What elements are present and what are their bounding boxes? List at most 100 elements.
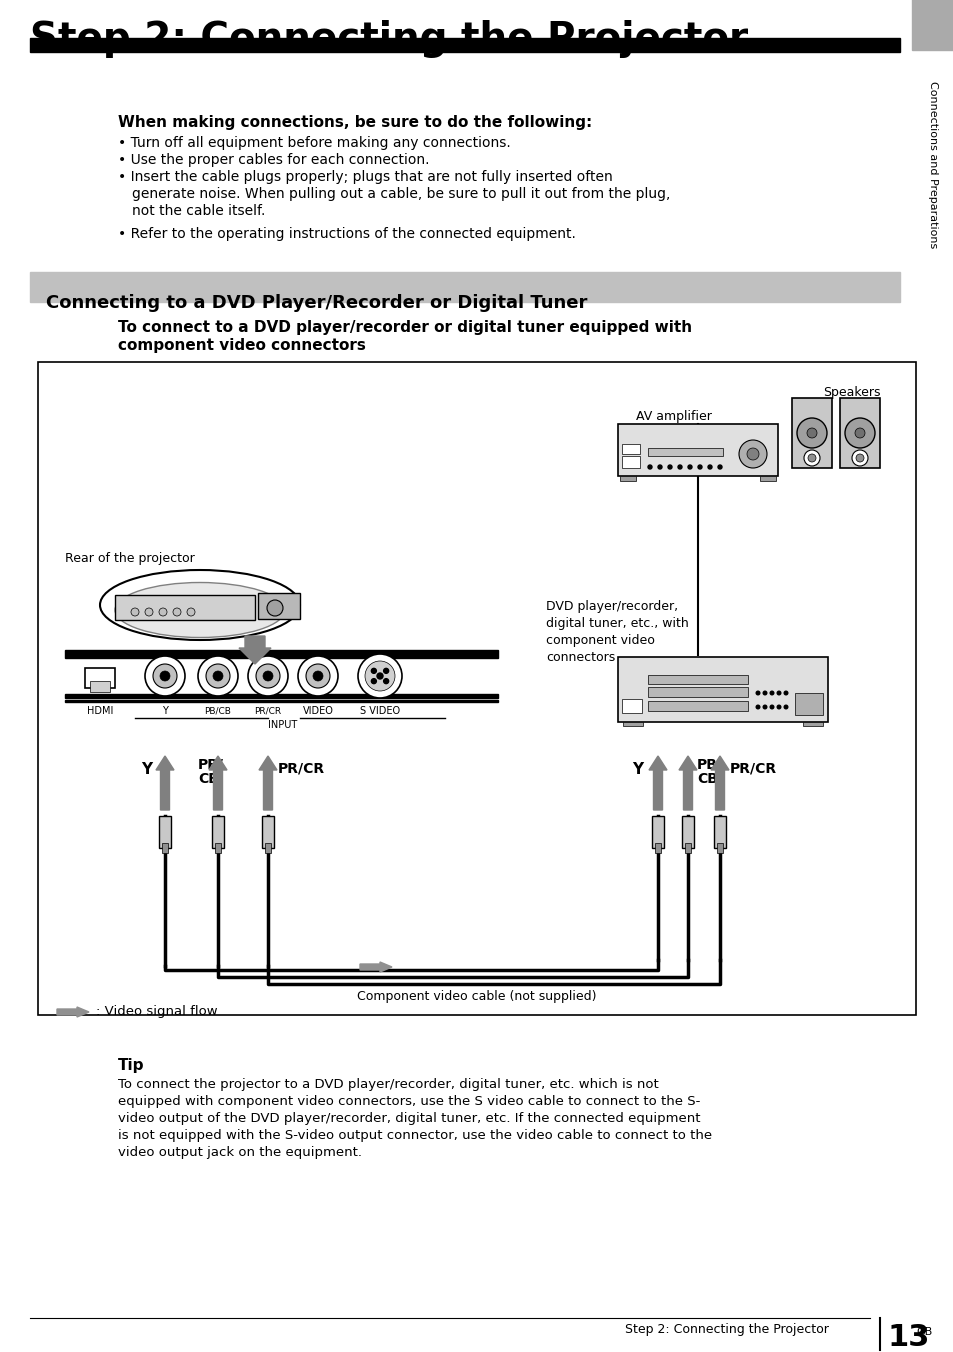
Text: CB: CB <box>198 772 218 786</box>
Polygon shape <box>57 1007 89 1017</box>
Bar <box>684 844 690 853</box>
Circle shape <box>206 664 230 688</box>
Bar <box>647 687 747 698</box>
FancyArrow shape <box>239 635 271 664</box>
Bar <box>681 817 693 848</box>
Bar <box>65 699 497 702</box>
Text: PB/CB: PB/CB <box>204 706 232 715</box>
FancyArrow shape <box>679 756 697 810</box>
Circle shape <box>769 691 773 695</box>
Text: VIDEO: VIDEO <box>302 706 334 717</box>
Circle shape <box>365 661 395 691</box>
Bar <box>30 272 899 301</box>
Circle shape <box>855 454 863 462</box>
Text: Tip: Tip <box>118 1059 144 1073</box>
Text: is not equipped with the S-video output connector, use the video cable to connec: is not equipped with the S-video output … <box>118 1129 711 1142</box>
Text: S VIDEO: S VIDEO <box>359 706 399 717</box>
Circle shape <box>777 706 780 708</box>
Bar <box>911 0 953 50</box>
Bar <box>212 817 224 848</box>
Text: • Refer to the operating instructions of the connected equipment.: • Refer to the operating instructions of… <box>118 227 576 241</box>
Circle shape <box>783 706 787 708</box>
Circle shape <box>248 656 288 696</box>
Circle shape <box>807 454 815 462</box>
Circle shape <box>803 450 820 466</box>
Circle shape <box>383 668 388 673</box>
Text: Step 2: Connecting the Projector: Step 2: Connecting the Projector <box>624 1324 828 1336</box>
Bar <box>621 443 639 454</box>
Bar <box>621 699 641 713</box>
Bar <box>162 844 168 853</box>
Bar <box>647 700 747 711</box>
Text: 13: 13 <box>887 1324 929 1352</box>
Bar <box>90 681 110 692</box>
Text: video output jack on the equipment.: video output jack on the equipment. <box>118 1146 361 1159</box>
Bar <box>85 668 115 688</box>
Text: PR/CR: PR/CR <box>277 763 325 776</box>
Bar <box>257 594 299 619</box>
Circle shape <box>383 679 388 684</box>
FancyArrow shape <box>156 756 173 810</box>
Circle shape <box>263 671 273 681</box>
FancyArrow shape <box>209 756 227 810</box>
Bar <box>713 817 725 848</box>
Circle shape <box>267 600 283 617</box>
Text: Speakers: Speakers <box>822 387 880 399</box>
Bar <box>647 675 747 684</box>
Text: generate noise. When pulling out a cable, be sure to pull it out from the plug,: generate noise. When pulling out a cable… <box>132 187 670 201</box>
Text: To connect the projector to a DVD player/recorder, digital tuner, etc. which is : To connect the projector to a DVD player… <box>118 1078 659 1091</box>
Text: PR/CR: PR/CR <box>729 763 777 776</box>
Text: equipped with component video connectors, use the S video cable to connect to th: equipped with component video connectors… <box>118 1095 700 1109</box>
Bar <box>115 595 254 621</box>
Circle shape <box>769 706 773 708</box>
Circle shape <box>678 465 681 469</box>
Circle shape <box>647 465 651 469</box>
Bar <box>651 817 663 848</box>
Text: Component video cable (not supplied): Component video cable (not supplied) <box>356 990 597 1003</box>
Circle shape <box>687 465 691 469</box>
Text: • Insert the cable plugs properly; plugs that are not fully inserted often: • Insert the cable plugs properly; plugs… <box>118 170 612 184</box>
FancyArrow shape <box>648 756 666 810</box>
Circle shape <box>796 418 826 448</box>
Circle shape <box>306 664 330 688</box>
Bar <box>791 397 831 468</box>
Text: DVD player/recorder,
digital tuner, etc., with
component video
connectors: DVD player/recorder, digital tuner, etc.… <box>545 600 688 664</box>
Circle shape <box>762 691 766 695</box>
Circle shape <box>297 656 337 696</box>
Circle shape <box>376 673 382 679</box>
Bar <box>618 657 827 722</box>
Circle shape <box>851 450 867 466</box>
Circle shape <box>777 691 780 695</box>
Bar <box>65 694 497 698</box>
Bar <box>655 844 660 853</box>
Polygon shape <box>359 963 392 972</box>
Text: component video connectors: component video connectors <box>118 338 366 353</box>
Circle shape <box>187 608 194 617</box>
Circle shape <box>698 465 701 469</box>
Circle shape <box>313 671 323 681</box>
Text: PB/: PB/ <box>198 757 224 771</box>
Bar <box>647 448 722 456</box>
Circle shape <box>172 608 181 617</box>
Circle shape <box>854 429 864 438</box>
Text: INPUT: INPUT <box>268 721 297 730</box>
Bar <box>618 425 778 476</box>
Bar <box>262 817 274 848</box>
Bar <box>760 476 775 481</box>
Text: HDMI: HDMI <box>87 706 113 717</box>
Bar <box>159 817 171 848</box>
Bar <box>30 38 899 51</box>
Bar <box>717 844 722 853</box>
Text: Y: Y <box>162 706 168 717</box>
Circle shape <box>756 706 759 708</box>
Text: video output of the DVD player/recorder, digital tuner, etc. If the connected eq: video output of the DVD player/recorder,… <box>118 1111 700 1125</box>
Circle shape <box>806 429 816 438</box>
Circle shape <box>145 608 152 617</box>
Circle shape <box>371 668 376 673</box>
Bar <box>214 844 221 853</box>
Text: PB/: PB/ <box>697 757 722 771</box>
Circle shape <box>159 608 167 617</box>
Circle shape <box>707 465 711 469</box>
Text: PR/CR: PR/CR <box>254 706 281 715</box>
Text: Rear of the projector: Rear of the projector <box>65 552 194 565</box>
